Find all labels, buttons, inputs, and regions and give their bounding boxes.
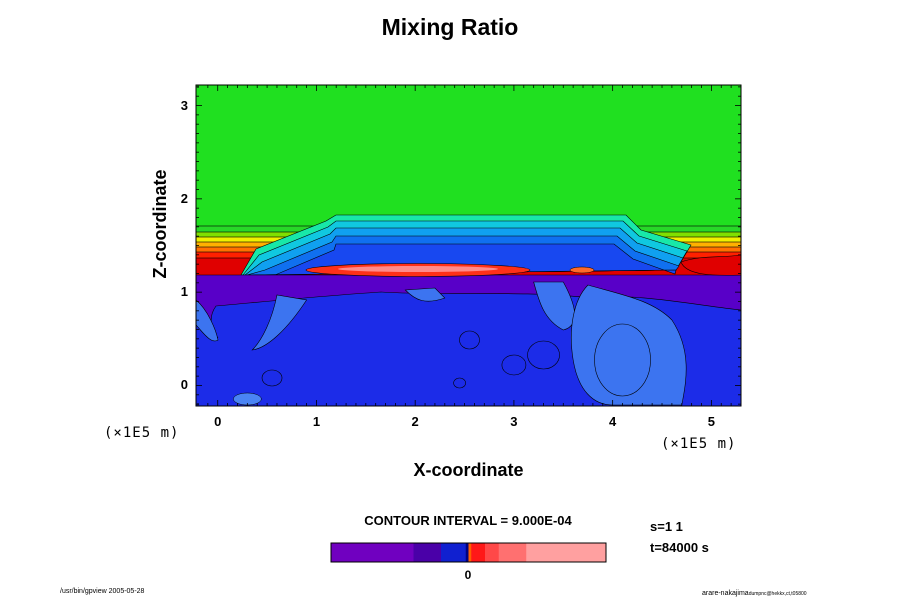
colorbar-segment [331, 543, 414, 562]
axis-ticks [196, 85, 742, 406]
footer-command: /usr/bin/gpview 2005-05-28 [60, 588, 145, 595]
downdraft-plume [533, 281, 575, 331]
vortex-contour [527, 340, 560, 370]
contour-interval-label: CONTOUR INTERVAL = 9.000E-04 [364, 513, 572, 528]
chart-title: Mixing Ratio [381, 14, 519, 40]
downdraft-plume [404, 287, 446, 302]
x-tick-label: 1 [312, 414, 321, 429]
x-tick-label: 2 [411, 414, 419, 429]
vortex-contour [594, 323, 651, 397]
colorbar-segment [468, 543, 472, 562]
x-axis-label: X-coordinate [413, 460, 524, 480]
y-axis-unit: (×1E5 m) [104, 425, 180, 441]
downdraft-plume [251, 294, 308, 351]
vortex-contour [459, 330, 480, 350]
footer-credit-sub: dumpnc@hekkx,ct,t05800 [748, 591, 807, 597]
footer-credit: arare-nakajimadumpnc@hekkx,ct,t05800 [702, 590, 807, 597]
anomaly-lens [569, 266, 595, 274]
contour-field [196, 85, 741, 406]
colorbar-segment [526, 543, 607, 562]
step-label: s=1 1 [650, 519, 683, 534]
colorbar-segment [465, 543, 469, 562]
x-tick-label: 3 [510, 414, 518, 429]
colorbar-segment [485, 543, 500, 562]
x-axis-unit: (×1E5 m) [661, 436, 737, 452]
x-tick-label: 0 [214, 414, 222, 429]
colorbar-zero-label: 0 [464, 568, 472, 582]
colorbar-segment [413, 543, 442, 562]
vortex-contour [501, 354, 527, 376]
colorbar-segment [441, 543, 467, 562]
colorbar-segment [471, 543, 486, 562]
time-label: t=84000 s [650, 540, 709, 555]
y-axis-label: Z-coordinate [150, 169, 170, 279]
vortex-contour [261, 369, 283, 387]
y-tick-label: 2 [180, 190, 188, 206]
y-tick-label: 0 [180, 377, 188, 393]
colorbar-segment [498, 543, 527, 562]
footer-credit-main: arare-nakajima [702, 590, 749, 597]
vortex-contour [453, 377, 466, 389]
colorbar [330, 542, 607, 563]
y-tick-label: 1 [180, 284, 188, 300]
x-tick-label: 5 [707, 414, 715, 429]
y-tick-label: 3 [180, 97, 188, 113]
x-tick-label: 4 [609, 414, 617, 429]
colorbar-frame [330, 542, 607, 563]
downdraft-plume [196, 299, 219, 342]
anomaly-edge [680, 254, 741, 276]
anomaly-core [338, 266, 498, 272]
